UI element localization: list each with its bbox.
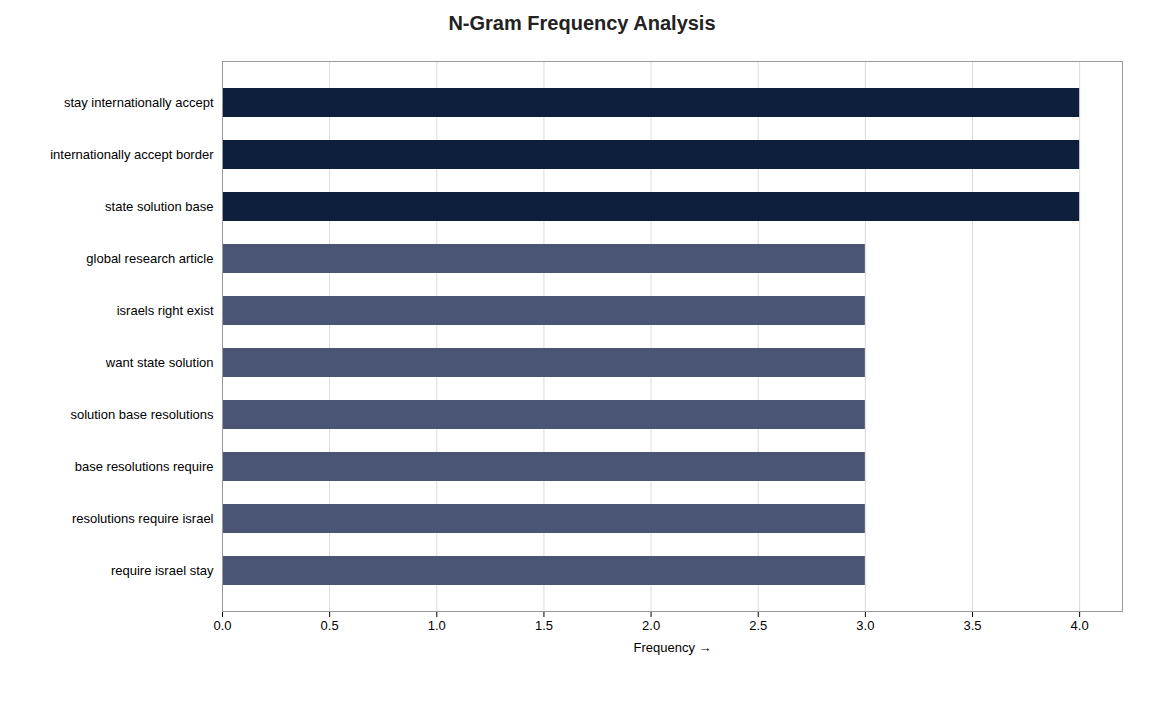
svg-text:1.0: 1.0 [428, 618, 446, 633]
svg-text:stay internationally accept: stay internationally accept [64, 95, 214, 110]
svg-text:2.0: 2.0 [642, 618, 660, 633]
svg-text:4.0: 4.0 [1071, 618, 1089, 633]
svg-text:internationally accept border: internationally accept border [50, 147, 214, 162]
svg-text:1.5: 1.5 [535, 618, 553, 633]
svg-text:3.0: 3.0 [856, 618, 874, 633]
html-text:N-Gram Frequency Analysis: N-Gram Frequency Analysis [448, 12, 716, 34]
svg-text:0.0: 0.0 [213, 618, 231, 633]
svg-text:want state solution: want state solution [105, 355, 214, 370]
svg-text:0.5: 0.5 [321, 618, 339, 633]
svg-text:3.5: 3.5 [963, 618, 981, 633]
svg-text:israels right exist: israels right exist [117, 303, 214, 318]
svg-text:base resolutions require: base resolutions require [75, 459, 214, 474]
svg-text:resolutions require israel: resolutions require israel [72, 511, 214, 526]
svg-text:Frequency →: Frequency → [633, 640, 711, 655]
svg-text:state solution base: state solution base [105, 199, 213, 214]
svg-text:require israel stay: require israel stay [111, 563, 214, 578]
svg-text:global research article: global research article [86, 251, 213, 266]
svg-text:2.5: 2.5 [749, 618, 767, 633]
svg-text:solution base resolutions: solution base resolutions [70, 407, 214, 422]
